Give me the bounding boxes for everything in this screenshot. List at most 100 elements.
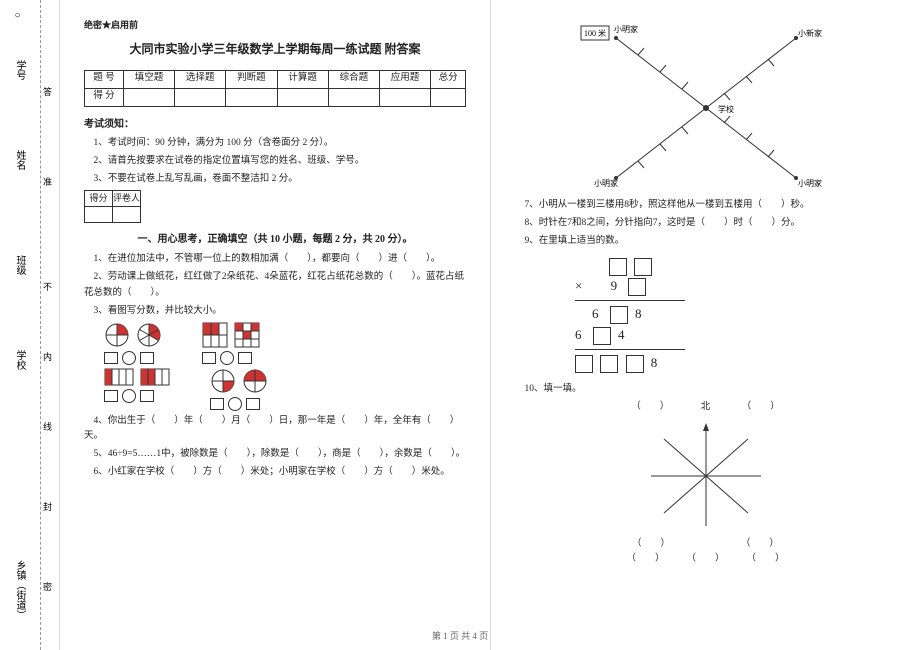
paren-blank: （ ） xyxy=(742,400,780,415)
fraction-set xyxy=(202,322,260,365)
binding-margin: ○ 学号 姓名 班级 学校 乡镇（街道） 答 准 不 内 线 封 密 xyxy=(0,0,60,650)
instruction-item: 3、不要在试卷上乱写乱画，卷面不整洁扣 2 分。 xyxy=(84,172,466,187)
fraction-blank xyxy=(246,398,260,410)
question-1: 1、在进位加法中，不管哪一位上的数相加满（ ），都要向（ ）进（ ）。 xyxy=(84,252,466,267)
section-title: 一、用心思考，正确填空（共 10 小题，每题 2 分，共 20 分）。 xyxy=(84,232,466,248)
cross-diagram: 100 米 学校 小明家 小新家 小明家 小明家 xyxy=(566,18,846,198)
paren-blank: （ ） xyxy=(741,537,779,552)
score-header: 计算题 xyxy=(277,70,328,88)
score-cell xyxy=(431,88,466,106)
compass-bottom-labels: （ ） （ ） （ ） xyxy=(616,552,796,567)
math-row: 6 8 xyxy=(575,304,896,325)
score-header: 综合题 xyxy=(328,70,379,88)
paren-blank: （ ） xyxy=(632,537,670,552)
paren-blank: （ ） xyxy=(631,400,669,415)
math-row: 8 xyxy=(575,353,896,374)
node-label: 小明家 xyxy=(798,178,822,188)
fraction-row xyxy=(104,368,466,411)
pie-icon xyxy=(242,368,268,394)
question-4: 4、你出生于（ ）年（ ）月（ ）日，那一年是（ ）年，全年有（ ）天。 xyxy=(84,414,466,444)
paren-blank: （ ） xyxy=(746,552,784,567)
bar-icon xyxy=(104,368,134,386)
north-label: 北 xyxy=(701,400,711,415)
question-6: 6、小红家在学校（ ）方（ ）米处；小明家在学校（ ）方（ ）米处。 xyxy=(84,465,466,480)
bar-icon xyxy=(140,368,170,386)
fraction-blank xyxy=(140,390,154,402)
score-header: 应用题 xyxy=(379,70,430,88)
compass-icon xyxy=(636,421,776,531)
pie-icon xyxy=(136,322,162,348)
question-9: 9、在里填上适当的数。 xyxy=(515,234,896,249)
grid-icon xyxy=(234,322,260,348)
node-label: 小明家 xyxy=(594,178,618,188)
side-char: 内 xyxy=(43,350,52,363)
grid-icon xyxy=(202,322,228,348)
instruction-item: 2、请首先按要求在试卷的指定位置填写您的姓名、班级、学号。 xyxy=(84,154,466,169)
side-char: 准 xyxy=(43,175,52,188)
binding-label-name: 姓名 xyxy=(12,150,27,170)
page-footer: 第 1 页 共 4 页 xyxy=(0,629,920,642)
question-2: 2、劳动课上做纸花，红红做了2朵纸花、4朵蓝花，红花占纸花总数的（ ）。蓝花占纸… xyxy=(84,270,466,300)
fraction-set xyxy=(210,368,268,411)
score-header: 判断题 xyxy=(226,70,277,88)
diagram-label: 100 米 xyxy=(584,28,606,38)
right-column: 100 米 学校 小明家 小新家 小明家 小明家 7、小明从 xyxy=(490,0,920,650)
score-cell xyxy=(328,88,379,106)
math-rule xyxy=(575,349,685,350)
fraction-set xyxy=(104,368,170,411)
question-5: 5、46÷9=5……1中，被除数是（ ），除数是（ ），商是（ ），余数是（ ）… xyxy=(84,447,466,462)
scorebox-label: 得分 xyxy=(85,191,113,207)
score-cell xyxy=(379,88,430,106)
score-header: 选择题 xyxy=(175,70,226,88)
instructions-heading: 考试须知： xyxy=(84,117,466,133)
question-7: 7、小明从一楼到三楼用8秒，照这样他从一楼到五楼用（ ）秒。 xyxy=(515,198,896,213)
math-row: × 9 xyxy=(575,276,896,297)
compare-circle xyxy=(228,397,242,411)
fraction-blank xyxy=(104,390,118,402)
side-char: 不 xyxy=(43,280,52,293)
pie-icon xyxy=(104,322,130,348)
pie-icon xyxy=(210,368,236,394)
score-header: 总分 xyxy=(431,70,466,88)
compare-circle xyxy=(220,351,234,365)
side-char: 答 xyxy=(43,85,52,98)
binding-label-id: 学号 xyxy=(12,60,27,80)
compass-top-labels: （ ） 北 （ ） xyxy=(616,400,796,415)
side-char: 线 xyxy=(43,420,52,433)
marker-scorebox: 得分评卷人 xyxy=(84,190,141,223)
question-10: 10、填一填。 xyxy=(515,382,896,397)
question-8: 8、时针在7和8之间，分针指向7，这时是（ ）时（ ）分。 xyxy=(515,216,896,231)
binding-label-school: 学校 xyxy=(12,350,27,370)
score-header: 填空题 xyxy=(123,70,174,88)
fraction-blank xyxy=(202,352,216,364)
math-row: 6 4 xyxy=(575,325,896,346)
score-cell xyxy=(226,88,277,106)
binding-label-class: 班级 xyxy=(12,255,27,275)
score-cell xyxy=(175,88,226,106)
binding-line xyxy=(40,0,41,650)
score-cell xyxy=(123,88,174,106)
score-table: 题 号 填空题 选择题 判断题 计算题 综合题 应用题 总分 得 分 xyxy=(84,70,466,107)
fraction-set xyxy=(104,322,162,365)
left-column: 绝密★启用前 大同市实验小学三年级数学上学期每周一练试题 附答案 题 号 填空题… xyxy=(60,0,490,650)
fraction-blank xyxy=(104,352,118,364)
score-cell: 得 分 xyxy=(85,88,124,106)
instruction-item: 1、考试时间：90 分钟，满分为 100 分（含卷面分 2 分）。 xyxy=(84,136,466,151)
fraction-row xyxy=(104,322,466,365)
score-header: 题 号 xyxy=(85,70,124,88)
compare-circle xyxy=(122,351,136,365)
side-char: 密 xyxy=(43,580,52,593)
question-3: 3、看图写分数，并比较大小。 xyxy=(84,304,466,319)
fraction-blank xyxy=(140,352,154,364)
score-cell xyxy=(277,88,328,106)
binding-label-town: 乡镇（街道） xyxy=(12,560,27,620)
fraction-blank xyxy=(238,352,252,364)
binding-circle: ○ xyxy=(12,10,23,21)
compare-circle xyxy=(122,389,136,403)
scorebox-label: 评卷人 xyxy=(113,191,141,207)
math-row xyxy=(575,256,896,277)
page-title: 大同市实验小学三年级数学上学期每周一练试题 附答案 xyxy=(84,40,466,59)
side-char: 封 xyxy=(43,500,52,513)
scorebox-blank xyxy=(85,207,113,223)
fraction-blank xyxy=(210,398,224,410)
